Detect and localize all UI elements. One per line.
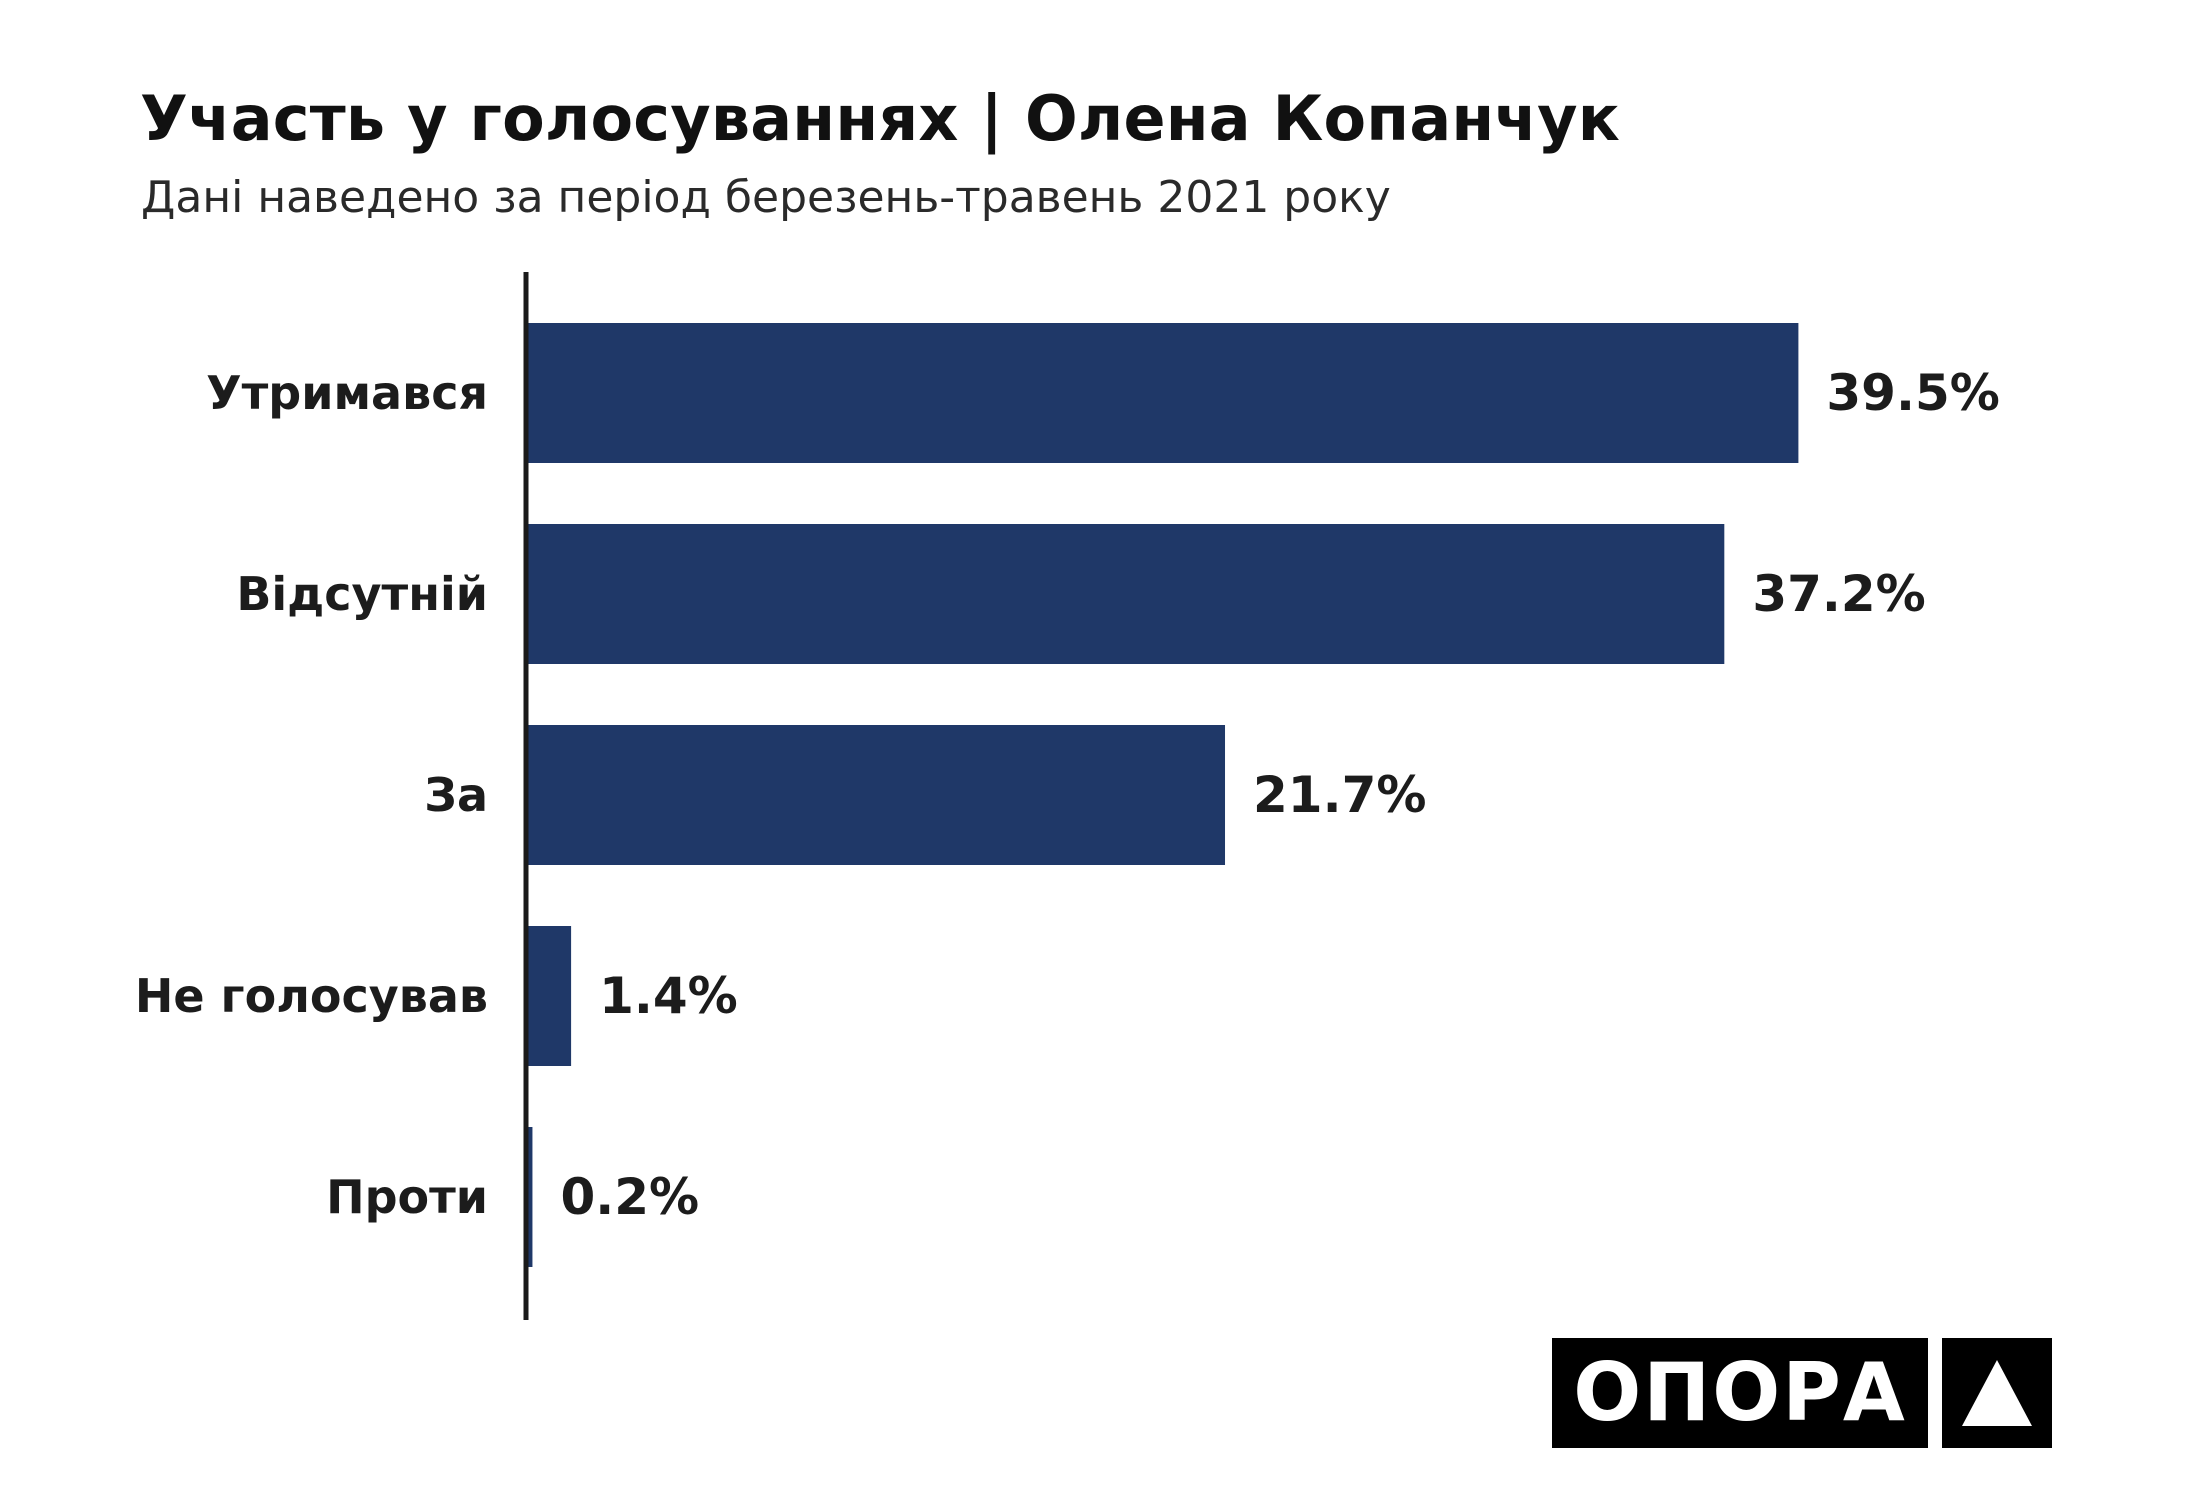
opora-logo: ОПОРА <box>1552 1338 2052 1448</box>
category-label: Проти <box>326 1170 488 1224</box>
bar-3 <box>526 926 572 1066</box>
triangle-up-icon <box>1942 1338 2052 1448</box>
value-label: 0.2% <box>560 1168 699 1226</box>
category-label: За <box>424 768 488 822</box>
value-label: 37.2% <box>1752 565 1925 623</box>
chart-title: Участь у голосуваннях | Олена Копанчук <box>140 82 1621 155</box>
value-label: 1.4% <box>599 967 738 1025</box>
value-label: 21.7% <box>1253 766 1426 824</box>
category-label: Відсутній <box>236 567 488 621</box>
chart-subtitle: Дані наведено за період березень-травень… <box>141 172 1391 223</box>
bar-2 <box>526 725 1226 865</box>
value-label: 39.5% <box>1826 364 1999 422</box>
bar-4 <box>526 1127 533 1267</box>
category-label: Не голосував <box>135 969 488 1023</box>
bar-1 <box>526 524 1725 664</box>
logo-wordmark: ОПОРА <box>1552 1338 1928 1448</box>
bar-0 <box>526 323 1799 463</box>
category-label: Утримався <box>206 366 488 420</box>
